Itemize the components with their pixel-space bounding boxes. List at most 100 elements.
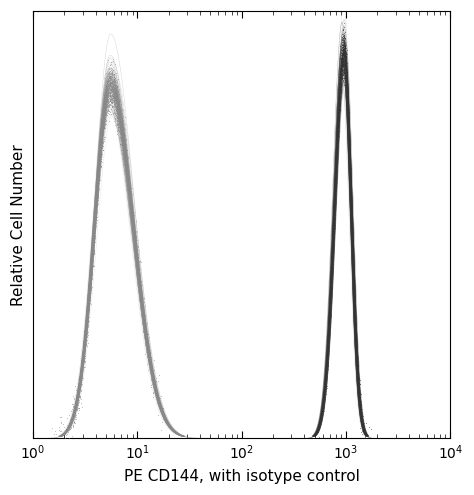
- Point: [323, 360, 331, 368]
- Point: [149, 370, 157, 378]
- Point: [141, 331, 148, 339]
- Point: [116, 117, 124, 125]
- Point: [107, 92, 114, 99]
- Point: [97, 145, 105, 152]
- Point: [350, 274, 357, 282]
- Point: [336, 82, 344, 90]
- Point: [121, 139, 128, 147]
- Point: [333, 138, 340, 146]
- Point: [129, 241, 137, 248]
- Point: [82, 340, 90, 348]
- Point: [351, 322, 359, 330]
- Point: [333, 149, 341, 157]
- Point: [99, 111, 107, 119]
- Point: [121, 149, 128, 157]
- Point: [340, 45, 347, 52]
- Point: [86, 284, 93, 292]
- Point: [83, 330, 91, 338]
- Point: [342, 52, 350, 60]
- Point: [98, 144, 105, 151]
- Point: [345, 156, 353, 164]
- Point: [116, 85, 123, 93]
- Point: [85, 282, 93, 290]
- Point: [118, 119, 126, 127]
- Point: [98, 117, 106, 125]
- Point: [124, 174, 132, 182]
- Point: [76, 394, 83, 401]
- Point: [348, 247, 356, 254]
- Point: [105, 74, 112, 82]
- Point: [140, 298, 147, 306]
- Point: [84, 322, 91, 330]
- Point: [328, 255, 336, 263]
- Point: [110, 81, 118, 89]
- Point: [332, 175, 339, 183]
- Point: [100, 147, 107, 154]
- Point: [95, 166, 102, 174]
- Point: [132, 249, 139, 257]
- Point: [82, 341, 90, 348]
- Point: [346, 170, 354, 178]
- Point: [89, 248, 97, 256]
- Point: [328, 261, 336, 269]
- Point: [327, 285, 334, 293]
- Point: [114, 110, 122, 118]
- Point: [104, 100, 111, 108]
- Point: [330, 203, 338, 211]
- Point: [102, 95, 109, 102]
- Point: [103, 100, 111, 108]
- Point: [114, 123, 121, 131]
- Point: [72, 415, 80, 423]
- Point: [318, 406, 326, 414]
- Point: [349, 239, 356, 247]
- Point: [338, 58, 346, 66]
- Point: [339, 56, 347, 64]
- Point: [82, 342, 89, 349]
- Point: [131, 243, 138, 250]
- Point: [337, 82, 345, 90]
- Point: [341, 56, 348, 64]
- Point: [90, 222, 97, 230]
- Point: [110, 73, 118, 81]
- Point: [128, 200, 136, 208]
- Point: [330, 224, 337, 232]
- Point: [88, 267, 95, 275]
- Point: [84, 290, 92, 297]
- Point: [126, 205, 134, 213]
- Point: [342, 64, 350, 72]
- Point: [319, 404, 326, 412]
- Point: [351, 302, 358, 310]
- Point: [338, 51, 346, 59]
- Point: [349, 267, 357, 275]
- Point: [63, 421, 71, 429]
- Point: [342, 61, 349, 69]
- Point: [332, 178, 339, 186]
- Point: [104, 98, 112, 105]
- Point: [334, 109, 342, 117]
- Point: [111, 82, 118, 90]
- Point: [348, 232, 356, 240]
- Point: [57, 428, 65, 436]
- Point: [119, 145, 127, 153]
- Point: [327, 303, 334, 311]
- Point: [101, 90, 109, 98]
- Point: [109, 98, 117, 105]
- Point: [100, 121, 107, 129]
- Point: [334, 114, 341, 122]
- Point: [323, 384, 330, 392]
- Point: [328, 269, 336, 277]
- Point: [101, 89, 109, 97]
- Point: [326, 314, 334, 322]
- Point: [98, 119, 106, 127]
- Point: [331, 186, 338, 194]
- Point: [335, 114, 342, 122]
- Point: [87, 286, 95, 294]
- Point: [89, 244, 96, 252]
- Point: [99, 126, 106, 134]
- Point: [332, 161, 339, 169]
- Point: [132, 227, 140, 235]
- Point: [345, 120, 353, 128]
- Point: [115, 103, 123, 111]
- Point: [90, 248, 97, 256]
- Point: [346, 149, 354, 157]
